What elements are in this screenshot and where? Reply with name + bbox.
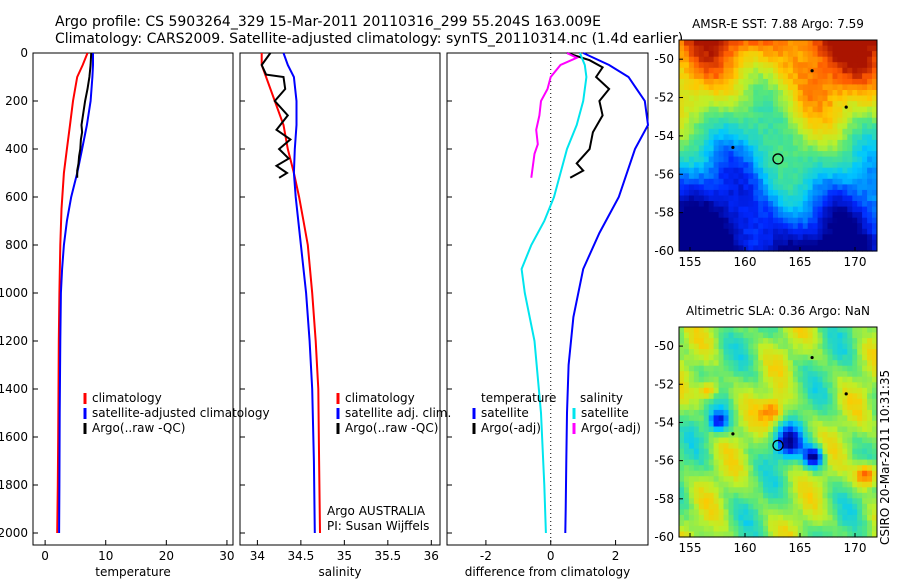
difference-series-temperature-satellite [564,52,650,534]
amsre-sst-axes-frame [678,39,878,252]
altimetric-sla-ytick-label: -50 [654,339,674,353]
amsre-sst-map-panel: AMSR-E SST: 7.88 Argo: 7.59 155 160 165 170 -… [654,17,878,269]
temperature-legend-label: satellite-adjusted climatology [92,406,270,420]
altimetric-sla-axes-frame [678,326,878,538]
temperature-ytick-label: 800 [5,238,28,252]
amsre-sst-xtick-label: 160 [734,255,757,269]
temperature-xtick-label: 30 [219,549,234,563]
amsre-sst-island-marker [844,105,848,109]
amsre-sst-ytick-label: -54 [654,129,674,143]
salinity-xtick-label: 34 [250,549,265,563]
float-annotation: Argo AUSTRALIA [327,504,426,518]
amsre-sst-title: AMSR-E SST: 7.88 Argo: 7.59 [692,17,864,31]
temperature-legend-label: Argo(..raw -QC) [92,421,185,435]
salinity-xtick-label: 35 [337,549,352,563]
panels: 0 10 20 30020040060080010001200140016001800… [0,17,878,579]
altimetric-sla-ytick-label: -56 [654,454,674,468]
salinity-legend-label: climatology [345,391,415,405]
salinity-xlabel: salinity [318,565,361,579]
temperature-axes-frame [32,52,234,546]
salinity-legend-label: satellite adj. clim. [345,406,451,420]
altimetric-sla-xtick-label: 165 [789,541,812,555]
difference-panel: -2 0 2 difference from climatology temperatu… [446,52,650,579]
altimetric-sla-argo-position-marker [772,439,784,452]
temperature-ytick-label: 400 [5,142,28,156]
altimetric-sla-field-grid [679,327,878,538]
temperature-ytick-label: 0 [20,46,28,60]
temperature-xtick-label: 10 [98,549,113,563]
temperature-xtick-label: 0 [41,549,49,563]
altimetric-sla-xtick-label: 170 [844,541,867,555]
temperature-ytick-label: 1800 [0,478,28,492]
difference-xtick-label: 2 [612,549,620,563]
difference-legend-heading-salinity: salinity [580,391,623,405]
amsre-sst-field-grid [679,40,878,252]
difference-xlabel: difference from climatology [465,565,631,579]
altimetric-sla-island-marker [731,432,735,436]
amsre-sst-argo-position-marker [772,153,784,165]
figure-title-line1: Argo profile: CS 5903264_329 15-Mar-2011… [55,14,601,30]
salinity-xtick-label: 36 [424,549,439,563]
temperature-ytick-label: 2000 [0,526,28,540]
altimetric-sla-xtick-label: 155 [679,541,702,555]
amsre-sst-island-marker [810,69,814,73]
difference-axes-frame [446,52,649,546]
temperature-ytick-label: 1400 [0,382,28,396]
temperature-xlabel: temperature [95,565,170,579]
altimetric-sla-ytick-label: -52 [654,377,674,391]
amsre-sst-ytick-label: -50 [654,52,674,66]
difference-salinity-legend-label: Argo(-adj) [581,421,641,435]
temperature-series-argo-raw-qc- [76,52,93,178]
salinity-panel: 34 34.5 35 35.5 36 salinity climatologysatelli… [239,52,451,579]
amsre-sst-ytick-label: -52 [654,91,674,105]
temperature-series-satellite-adjusted-climatology [58,53,94,534]
float-annotation: PI: Susan Wijffels [327,519,429,533]
salinity-series-climatology [260,53,321,534]
difference-temperature-legend-label: satellite [481,406,529,420]
altimetric-sla-ytick-label: -60 [654,530,674,544]
difference-series-temperature-argo-adj- [566,52,611,179]
temperature-ytick-label: 1200 [0,334,28,348]
amsre-sst-xtick-label: 155 [679,255,702,269]
difference-temperature-legend-label: Argo(-adj) [481,421,541,435]
altimetric-sla-island-marker [844,392,848,396]
temperature-panel: 0 10 20 30 0 200 400 600 800 1000 1200 1400 1600 1800… [0,46,270,579]
altimetric-sla-ytick-label: -54 [654,415,674,429]
difference-xtick-label: 0 [547,549,555,563]
temperature-series-climatology [56,52,89,534]
altimetric-sla-ytick-label: -58 [654,492,674,506]
timestamp-stamp: CSIRO 20-Mar-2011 10:31:35 [878,370,892,545]
difference-series-salinity-satellite [520,52,588,534]
temperature-legend-label: climatology [92,391,162,405]
amsre-sst-island-marker [731,145,735,150]
temperature-ytick-label: 600 [5,190,28,204]
amsre-sst-ytick-label: -60 [654,244,674,258]
difference-salinity-legend-label: satellite [581,406,629,420]
temperature-ytick-label: 1000 [0,286,28,300]
altimetric-sla-title: Altimetric SLA: 0.36 Argo: NaN [686,304,870,318]
amsre-sst-xtick-label: 170 [844,255,867,269]
amsre-sst-ytick-label: -58 [654,206,674,220]
figure-title-line2: Climatology: CARS2009. Satellite-adjuste… [55,31,683,47]
altimetric-sla-island-marker [810,355,814,360]
temperature-ytick-label: 200 [5,94,28,108]
amsre-sst-xtick-label: 165 [789,255,812,269]
salinity-legend-label: Argo(..raw -QC) [345,421,438,435]
altimetric-sla-xtick-label: 160 [734,541,757,555]
salinity-xtick-label: 34.5 [288,549,315,563]
temperature-xtick-label: 20 [159,549,174,563]
salinity-axes-frame [239,52,441,546]
salinity-series-satellite-adj-clim- [282,52,316,534]
difference-series-salinity-argo-adj- [530,52,580,178]
difference-legend-heading-temperature: temperature [481,391,556,405]
difference-xtick-label: -2 [480,549,492,563]
salinity-xtick-label: 35.5 [374,549,401,563]
temperature-ytick-label: 1600 [0,430,28,444]
altimetric-sla-map-panel: Altimetric SLA: 0.36 Argo: NaN 155 160 165 1… [654,304,878,555]
salinity-series-argo-raw-qc- [260,52,293,179]
amsre-sst-ytick-label: -56 [654,167,674,181]
